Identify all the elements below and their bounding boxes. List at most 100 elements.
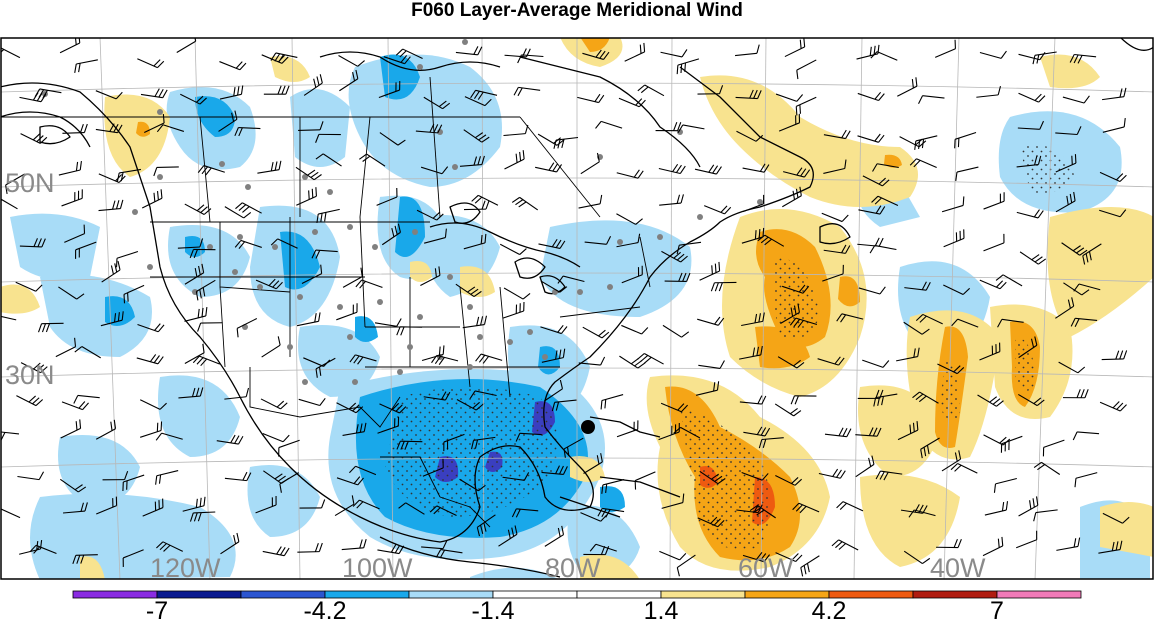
wind-barb [298,121,324,131]
wind-barb [95,90,123,100]
wind-barb [15,281,43,292]
wind-barb [396,440,423,450]
wind-barb [234,126,261,137]
wind-barb [914,135,938,150]
wind-barb [577,93,605,104]
wind-barb [182,496,206,512]
wind-barb [735,44,760,57]
wind-barb [984,501,1009,516]
wind-barb [858,286,886,295]
wind-barb [219,61,247,71]
meridional-wind-map: 50N 30N 120W 100W 80W 60W 40W [0,37,1154,580]
wind-barb [1017,120,1044,130]
wind-barb [72,554,98,564]
longitude-label-120w: 120W [150,553,221,580]
wind-barb [236,318,258,338]
wind-barb [817,356,845,366]
wind-barb [790,395,817,405]
wind-barb [1,47,21,59]
wind-barb [856,44,880,60]
wind-barb [297,542,323,553]
wind-barb [1018,393,1045,407]
wind-barb [1018,92,1046,103]
wind-barb [59,478,87,493]
wind-barb [540,280,568,293]
wind-barb [739,345,763,360]
wind-barb [1,315,17,321]
wind-barb [858,205,886,215]
wind-barb [541,465,568,476]
wind-barb [941,450,962,472]
wind-barb [61,401,89,411]
wind-barb [541,348,566,363]
wind-barb [941,196,965,213]
wind-barb [736,130,764,142]
wind-barb [155,432,183,441]
graticule [1,38,1153,579]
wind-barb [1070,317,1098,327]
latitude-label-30n: 30N [5,360,55,390]
wind-barb [471,194,499,206]
wind-barb [1055,126,1082,136]
wind-barb [303,74,323,96]
wind-barb [184,263,205,285]
wind-barb [855,455,875,478]
wind-barb [621,265,643,284]
wind-barb [338,55,365,67]
wind-barb [589,543,617,552]
wind-barb [1015,530,1038,549]
wind-barb [619,355,646,369]
wind-barb [583,453,603,474]
wind-barb [735,89,762,100]
wind-barb [659,194,684,206]
wind-barb [943,284,971,296]
wind-barb [315,357,336,378]
wind-barb [176,38,197,53]
longitude-label-60w: 60W [738,553,794,580]
wind-barb [937,363,965,375]
wind-barb [144,114,165,133]
wind-barb [595,120,623,129]
wind-barb [742,163,770,173]
wind-barb [139,399,167,410]
wind-barb [355,279,383,289]
wind-barb [16,395,44,407]
wind-barb [664,272,691,283]
wind-barb [699,261,721,281]
coastlines [1,38,1153,578]
wind-barb [423,391,451,401]
wind-barb [637,353,664,365]
wind-barb [378,81,401,99]
colorbar-label-1-4: 1.4 [644,597,679,621]
wind-barb [498,525,518,547]
wind-barb [1073,283,1101,292]
wind-barb [396,326,423,336]
wind-barb [60,419,82,439]
wind-barb [1018,496,1039,517]
wind-barb [784,38,806,58]
wind-barb [220,532,240,555]
wind-barb [1033,461,1061,475]
wind-barb [422,458,444,477]
wind-barb [582,326,610,339]
wind-barb [1055,154,1077,173]
wind-barb [1042,439,1065,457]
wind-barb [34,88,62,99]
colorbar-label-neg1-4: -1.4 [471,597,514,621]
wind-barb [234,239,262,249]
wind-barb [420,266,441,286]
wind-barb [1,431,20,441]
wind-barb [61,189,83,207]
wind-barb [557,275,585,284]
colorbar-swatch [72,590,158,599]
longitude-label-80w: 80W [545,553,601,580]
wind-barb [783,167,811,178]
wind-barb [336,303,358,321]
wind-barb [1063,282,1090,296]
wind-barb [336,476,364,486]
wind-barb [98,199,124,212]
wind-barb [423,96,451,110]
wind-barb [395,48,423,60]
wind-barb [739,395,767,405]
wind-barb [857,91,885,102]
